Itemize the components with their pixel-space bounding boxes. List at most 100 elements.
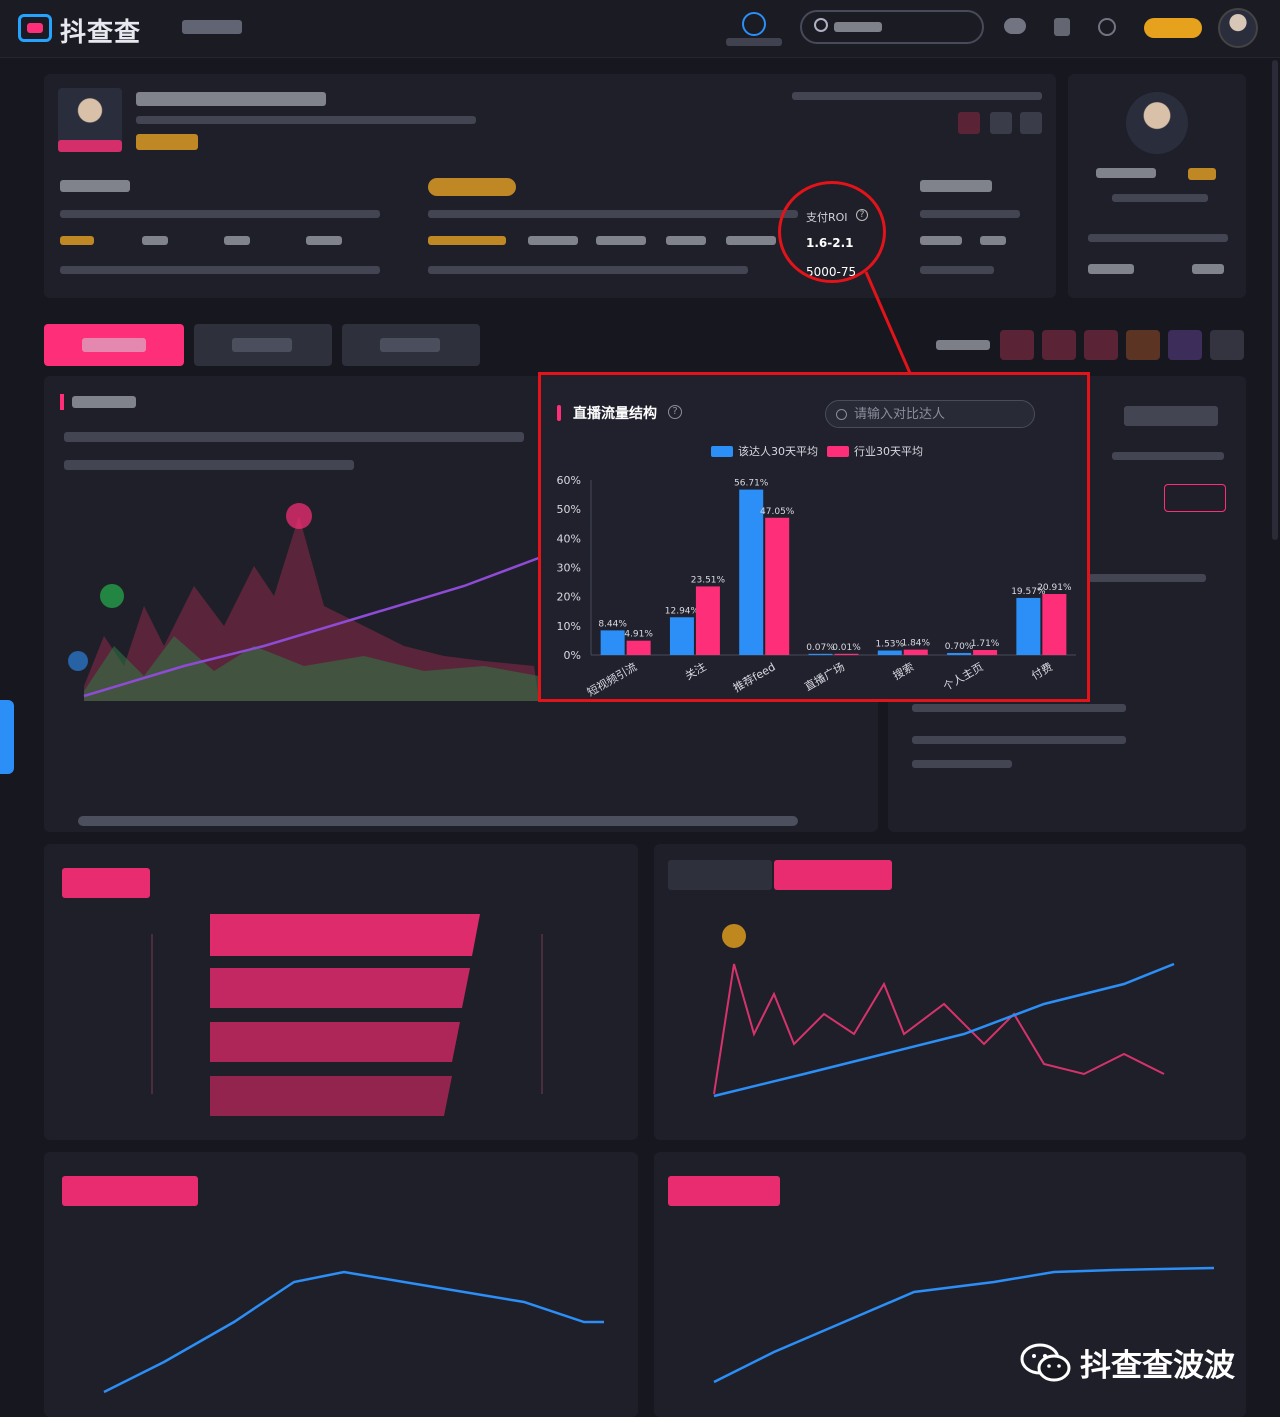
y-tick-label: 30% [557,562,581,575]
legend-label: 行业30天平均 [854,445,923,458]
live-session-card [44,74,1056,298]
x-tick-label: 短视频引流 [585,659,640,699]
stat-value [224,236,250,245]
rank-badge[interactable] [1168,330,1202,360]
bag-icon[interactable] [1054,18,1070,36]
tab-source[interactable] [668,860,772,890]
ad-value [980,236,1006,245]
y-tick-label: 10% [557,620,581,633]
legend-label: 该达人30天平均 [738,445,818,458]
rank-badge[interactable] [1210,330,1244,360]
wechat-icon [1020,1343,1071,1381]
headset-icon[interactable] [1098,18,1116,36]
vip-badge[interactable] [1144,18,1202,38]
watermark: 抖查查波波 [1020,1340,1235,1385]
user-avatar[interactable] [1218,8,1258,48]
data-label: 8.44% [598,619,627,629]
data-label: 56.71% [734,479,769,489]
y-tick-label: 50% [557,503,581,516]
rank-badge[interactable] [1084,330,1118,360]
side-item [912,704,1126,712]
traffic-area-chart [68,503,798,826]
data-label: 19.57% [1011,587,1046,597]
output-trend-card [44,1152,638,1417]
watermark-text: 抖查查波波 [1080,1348,1235,1384]
side-item [912,760,1012,768]
data-label: 20.91% [1037,583,1072,593]
search-placeholder-text [834,22,882,32]
side-drawer-handle[interactable] [0,700,14,774]
side-meta [1112,452,1224,460]
share-icon[interactable] [958,112,980,134]
metric-toggles[interactable] [64,460,354,470]
streamer-card [1068,74,1246,298]
legend-swatch [711,445,733,457]
compass-icon[interactable] [742,12,766,36]
ad-heading [920,180,992,192]
title-marker [557,405,561,421]
rank-label [936,340,990,350]
rank-badge[interactable] [1000,330,1034,360]
bar-industry [834,653,859,655]
sales-badge [428,178,516,196]
tab-label [380,338,440,352]
bar-streamer [808,653,833,655]
gpm-trend-card [654,1152,1246,1417]
tab-entry-trend[interactable] [774,860,892,890]
traffic-structure-popup: 直播流量结构 ? 该达人30天平均 行业30天平均 0% 10% 20% 30% 40%… [538,372,1090,702]
bar-industry [626,640,651,655]
data-label: 1.84% [901,639,930,649]
rank-badge[interactable] [1126,330,1160,360]
rank-badge[interactable] [1042,330,1076,360]
sales-value [428,236,506,245]
card-title-badge [668,1176,780,1206]
logo-icon[interactable] [18,14,52,42]
y-tick-label: 0% [564,649,581,662]
sales-footer [428,266,748,274]
funnel-chart [151,914,543,1116]
legend-item[interactable]: 行业30天平均 [827,443,923,459]
message-icon[interactable] [1004,18,1026,34]
bar-industry [765,517,790,655]
stat-value [60,236,94,245]
data-label: 23.51% [691,575,726,585]
popup-title: 直播流量结构 [573,406,657,422]
nav-item[interactable] [182,20,242,34]
nav-caption [726,38,782,46]
section-heading [60,180,130,192]
x-tick-label: 推荐feed [731,659,778,694]
side-item [1088,574,1206,582]
stat-footer [60,266,380,274]
side-tab[interactable] [1124,406,1218,426]
tag-badge [136,134,198,150]
bar-streamer [877,650,902,655]
pin-icon[interactable] [1020,112,1042,134]
help-icon[interactable]: ? [668,405,682,419]
tab-audience-analysis[interactable] [342,324,480,366]
output-line-chart [103,1270,604,1394]
logo-text[interactable]: 抖查查 [60,18,142,48]
compare-search[interactable] [825,400,1035,428]
data-label: 1.53% [875,640,904,650]
data-label: 0.07% [806,643,835,653]
tab-product-analysis[interactable] [194,324,332,366]
qrcode-icon[interactable] [990,112,1012,134]
streamer-avatar [1126,92,1188,154]
bar-streamer [669,617,694,655]
streamer-name [1096,168,1156,178]
compare-search-input[interactable] [854,404,1030,424]
level-badge [1188,168,1216,180]
more-button[interactable] [1164,484,1226,512]
entry-line-chart [713,924,1175,1098]
streamer-stat-labels [1088,234,1228,242]
ad-value [920,236,962,245]
sales-labels [428,210,798,218]
bar-streamer [947,652,972,655]
legend-item[interactable]: 该达人30天平均 [711,443,818,459]
search-input[interactable] [800,10,984,44]
data-label: 12.94% [665,606,700,616]
x-tick-label: 直播广场 [802,659,847,693]
metric-toggles[interactable] [64,432,524,442]
x-tick-label: 搜索 [890,659,916,682]
scrollbar[interactable] [1272,60,1278,540]
